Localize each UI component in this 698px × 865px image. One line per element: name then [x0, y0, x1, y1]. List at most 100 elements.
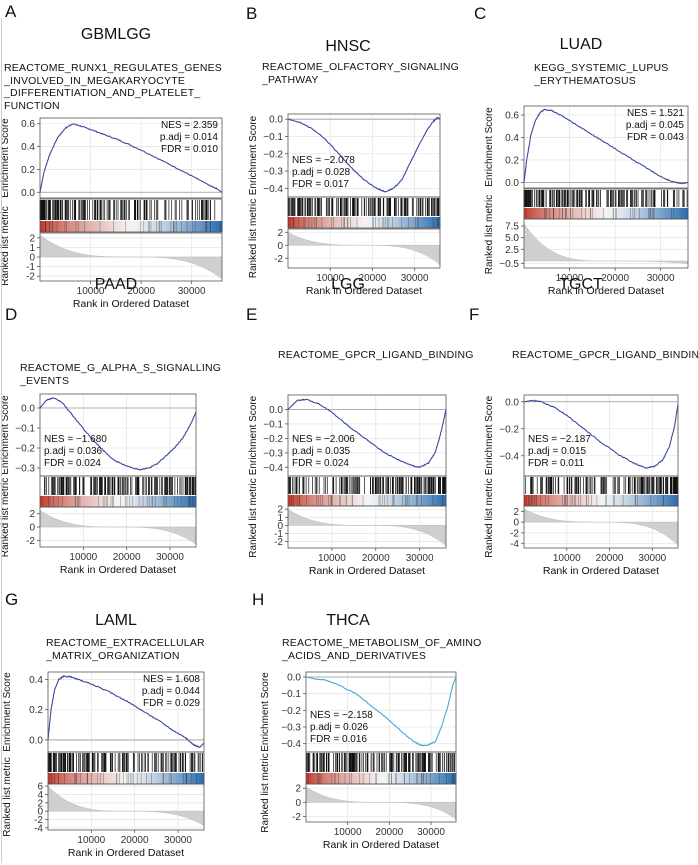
heat-cell [111, 221, 116, 232]
metric-y-tick-label: -2 [26, 272, 35, 283]
hit-frame [39, 198, 223, 233]
heat-cell [120, 773, 124, 784]
metric-y-tick-label: 0 [29, 253, 35, 264]
es-y-tick-label: 0.4 [29, 675, 43, 686]
stat-line: p.adj = 0.028 [292, 167, 351, 178]
metric-y-tick-label: 2 [29, 509, 35, 520]
heat-cell [324, 495, 328, 506]
es-axis-label: Enrichment Score [248, 395, 259, 475]
es-y-tick-label: −0.1 [15, 424, 35, 435]
metric-y-tick-label: 1 [277, 513, 283, 524]
heat-cell [647, 495, 652, 506]
heat-cell [108, 221, 113, 232]
stat-line: NES = 1.521 [627, 108, 684, 119]
heat-cell [134, 773, 138, 784]
heat-cell [70, 773, 74, 784]
heat-cell [434, 217, 438, 228]
heat-cell [675, 495, 679, 506]
heat-cell [429, 495, 433, 506]
heat-cell [625, 495, 630, 506]
heat-cell [196, 221, 200, 232]
es-y-tick-label: 0.4 [21, 142, 35, 153]
metric-y-tick-label: -2 [34, 815, 43, 826]
heat-cell [190, 496, 194, 507]
heat-cell [306, 773, 310, 784]
heat-cell [140, 496, 144, 507]
heat-cell [557, 495, 561, 506]
hit-bars [287, 198, 441, 216]
metric-y-tick-label: 4 [37, 790, 43, 801]
heat-cell [322, 773, 326, 784]
pathway-title: REACTOME_OLFACTORY_SIGNALING _PATHWAY [262, 61, 459, 86]
es-y-tick-label: −0.4 [263, 463, 283, 474]
es-curve [39, 397, 197, 471]
x-tick-label: 20000 [121, 835, 149, 846]
heat-cell [395, 495, 399, 506]
heat-cell [67, 496, 72, 507]
heat-cell [103, 773, 107, 784]
heat-cell [293, 217, 297, 228]
heat-cell [124, 221, 129, 232]
heat-cell [321, 495, 326, 506]
heat-cell [420, 495, 424, 506]
heat-cell [603, 208, 607, 219]
heat-cell [354, 773, 358, 784]
heat-cell [324, 773, 328, 784]
heat-cell [632, 208, 636, 219]
x-axis-label: Rank in Ordered Dataset [73, 298, 189, 310]
heat-cell [59, 221, 64, 232]
x-axis-label: Rank in Ordered Dataset [323, 839, 439, 851]
metric-y-tick-label: -2 [274, 537, 283, 548]
es-curve [523, 399, 679, 469]
heat-cell [380, 217, 384, 228]
stat-line: NES = −1.680 [44, 434, 107, 445]
es-y-tick-label: −0.3 [263, 448, 283, 459]
heat-cell [443, 495, 447, 506]
pathway-title: KEGG_SYSTEMIC_LUPUS _ERYTHEMATOSUS [534, 62, 669, 87]
heat-cell [676, 208, 680, 219]
heat-cell [338, 773, 342, 784]
heat-cell [67, 773, 71, 784]
stat-line: FDR = 0.024 [44, 458, 101, 469]
stat-line: FDR = 0.043 [627, 132, 684, 143]
heat-cell [579, 495, 583, 506]
heat-strip [523, 208, 689, 219]
heat-cell [378, 773, 382, 784]
heat-cell [386, 773, 390, 784]
heat-cell [165, 773, 169, 784]
heat-cell [418, 773, 422, 784]
heat-cell [532, 495, 536, 506]
heat-cell [182, 496, 186, 507]
metric-frame [523, 218, 689, 269]
heat-cell [415, 217, 419, 228]
es-curve [287, 116, 441, 193]
heat-cell [316, 495, 320, 506]
es-curve [47, 674, 205, 749]
es-curve [287, 398, 447, 469]
panel-letter: E [246, 305, 258, 324]
pathway-title-line: _PATHWAY [262, 73, 319, 86]
panel-letter: H [252, 590, 265, 609]
heat-cell [46, 221, 51, 232]
stat-line: p.adj = 0.045 [626, 120, 685, 131]
heat-cell [367, 773, 371, 784]
heat-strip [288, 495, 447, 506]
heat-cell [205, 221, 210, 232]
pathway-title-line: REACTOME_GPCR_LIGAND_BINDING [278, 349, 474, 361]
heat-cell [90, 496, 94, 507]
heat-cell [535, 208, 540, 219]
heat-cell [92, 496, 97, 507]
metric-frame [287, 505, 447, 549]
heat-cell [311, 773, 315, 784]
heat-cell [402, 773, 406, 784]
x-tick-label: 30000 [638, 553, 666, 564]
x-tick-label: 30000 [164, 835, 192, 846]
heat-cell [393, 217, 398, 228]
heat-cell [112, 773, 116, 784]
heat-cell [358, 495, 362, 506]
pathway-title: REACTOME_G_ALPHA_S_SIGNALLING _EVENTS [20, 362, 221, 387]
heat-strip [40, 221, 223, 232]
heat-cell [334, 217, 338, 228]
